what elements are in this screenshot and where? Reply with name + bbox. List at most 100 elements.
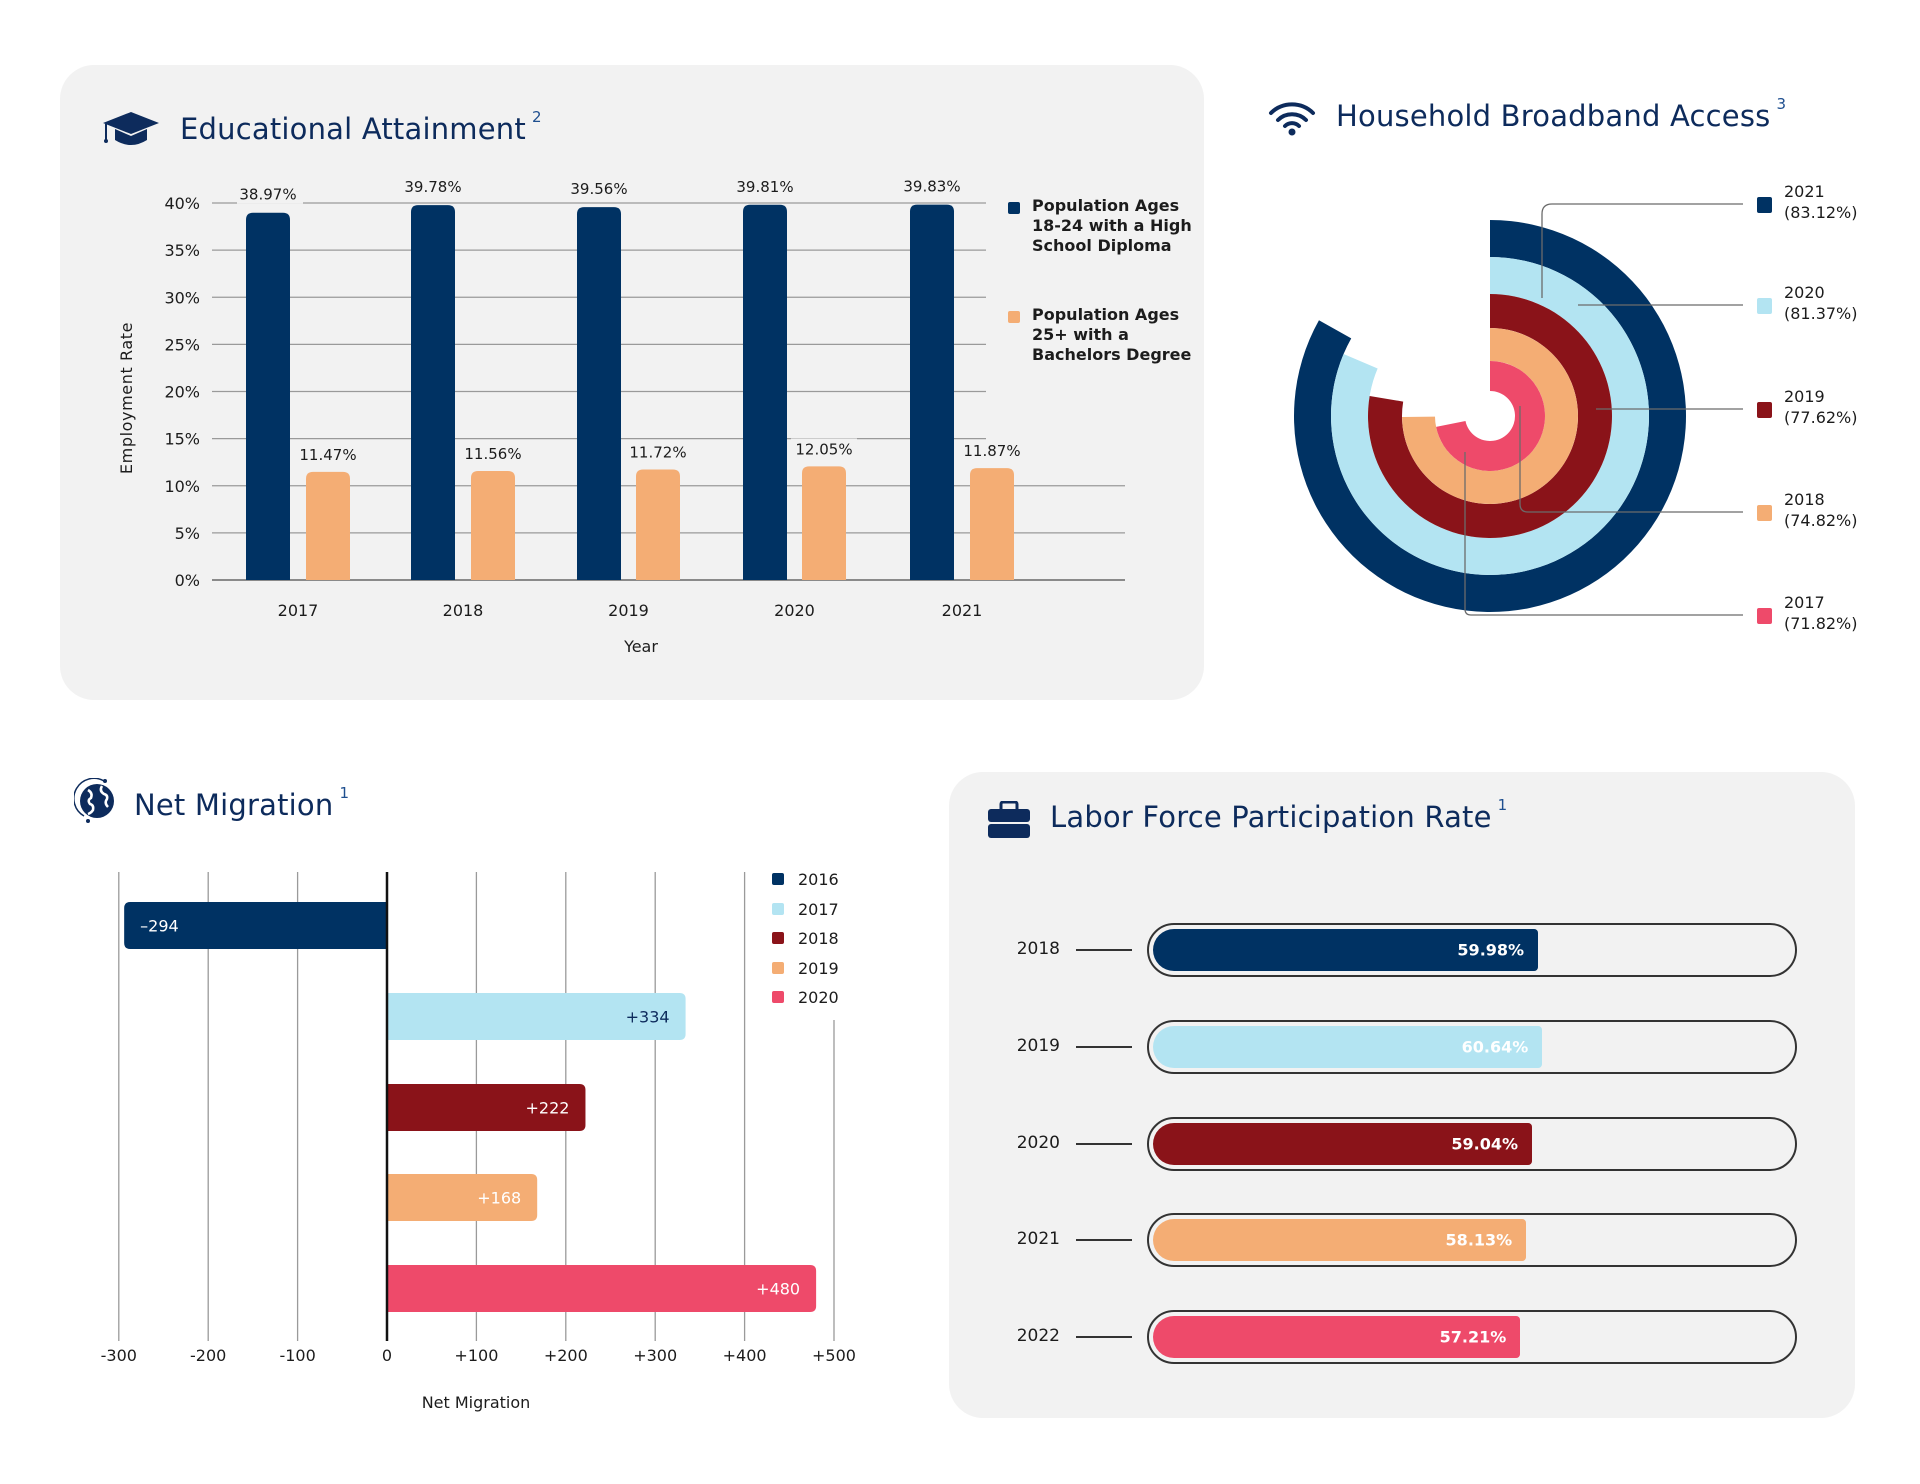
x-axis-title: Year [623,637,658,656]
legend-value: (74.82%) [1784,511,1858,530]
data-label: 12.05% [795,440,852,458]
y-tick-label: 40% [164,194,200,213]
legend-label: 2020 [798,988,839,1007]
broadband-title-text: Household Broadband Access [1336,99,1771,133]
broadband-title: Household Broadband Access 3 [1336,95,1786,133]
connector-line [1519,406,1743,513]
migration-bar-2016 [124,902,387,949]
bar-bachelors [970,468,1014,580]
legend-swatch-2021 [1757,197,1772,213]
legend-year: 2021 [1784,182,1825,201]
data-label-bg [295,443,361,464]
data-label: 11.47% [299,446,356,464]
x-tick-label: +400 [723,1346,767,1365]
bar-hs [743,204,787,580]
radial-arc-2018 [1402,328,1578,505]
labor-progress-fill-2022: 57.21% [1153,1316,1521,1358]
migration-chart: –294 +334 +222 +168 +480 -300 -200 -100 0 +100 +20… [101,870,856,1412]
migration-bar-2020 [387,1265,817,1312]
legend-label: 2019 [798,959,839,978]
data-label-bg [568,178,634,199]
bar-value-label: +168 [477,1189,521,1208]
labor-leader-line [1076,949,1132,951]
education-footnote: 2 [531,108,542,126]
legend-swatch-2018 [1757,505,1772,521]
data-label-bg [959,440,1025,461]
labor-progress-track: 58.13% [1147,1213,1797,1267]
labor-leader-line [1076,1239,1132,1241]
bar-bachelors [802,466,846,580]
globe-icon [74,778,114,823]
bar-value-label: +480 [756,1280,800,1299]
labor-year-label: 2020 [1016,1133,1060,1153]
legend-year: 2020 [1784,283,1825,302]
x-tick-label: 2020 [774,601,815,620]
data-label-bg [460,443,526,464]
labor-value-label: 60.64% [1461,1037,1529,1057]
labor-year-label: 2019 [1016,1036,1060,1056]
data-label: 11.87% [963,442,1020,460]
labor-progress-track: 59.98% [1147,923,1797,977]
labor-progress-track: 57.21% [1147,1310,1797,1364]
data-label: 39.56% [570,180,627,198]
labor-leader-line [1076,1046,1132,1048]
migration-bar-2018 [387,1084,586,1131]
bar-hs [577,207,621,580]
legend-year: 2019 [1784,387,1825,406]
labor-progress-fill-2020: 59.04% [1153,1123,1533,1165]
connector-line [1541,203,1743,298]
y-tick-label: 35% [164,241,200,260]
x-tick-label: 2021 [942,601,983,620]
x-tick-label: 2017 [278,601,319,620]
wifi-icon [1269,102,1315,136]
legend-year: 2017 [1784,593,1825,612]
legend-label: 2018 [798,929,839,948]
bar-value-label: +222 [526,1099,570,1118]
legend-swatch-2016 [772,873,784,885]
labor-footnote: 1 [1497,796,1508,814]
broadband-chart: 2021 (83.12%) 2020 (81.37%) 2019 (77.62%) 2018… [1294,182,1858,633]
legend-label: 2016 [798,870,839,889]
labor-year-label: 2018 [1016,939,1060,959]
bar-value-label: +334 [626,1008,670,1027]
y-tick-label: 20% [164,383,200,402]
x-tick-label: +500 [812,1346,856,1365]
y-tick-label: 30% [164,288,200,307]
legend-swatch-2019 [772,962,784,974]
labor-title: Labor Force Participation Rate 1 [1050,796,1507,834]
legend-year: 2018 [1784,490,1825,509]
migration-bar-2019 [387,1174,538,1221]
legend-swatch-2017 [772,903,784,915]
labor-value-label: 59.98% [1457,940,1525,960]
labor-value-label: 57.21% [1439,1327,1507,1347]
data-label-bg [791,438,857,459]
x-tick-label: +200 [544,1346,588,1365]
connector-line [1464,452,1743,616]
data-label-bg [237,183,303,204]
legend-label: 2017 [798,900,839,919]
data-label-bg [402,176,468,197]
legend-swatch-bachelors [1008,311,1020,323]
y-tick-label: 25% [164,335,200,354]
graduation-cap-icon [103,112,159,145]
legend-swatch-2020 [1757,298,1772,314]
data-label: 39.83% [903,178,960,196]
migration-bar-2017 [387,993,686,1040]
labor-progress-fill-2019: 60.64% [1153,1026,1543,1068]
bar-bachelors [471,471,515,580]
legend-value: (77.62%) [1784,408,1858,427]
x-tick-label: 0 [382,1346,392,1365]
y-tick-label: 0% [175,571,200,590]
labor-leader-line [1076,1336,1132,1338]
labor-value-label: 59.04% [1451,1134,1519,1154]
data-label: 39.81% [736,178,793,196]
x-axis-title: Net Migration [422,1393,531,1412]
x-tick-label: 2019 [608,601,649,620]
legend-label-hs: Population Ages 18-24 with a High School… [1032,196,1192,255]
data-label: 39.78% [404,178,461,196]
briefcase-icon [988,801,1030,838]
labor-value-label: 58.13% [1445,1230,1513,1250]
x-tick-label: -300 [101,1346,137,1365]
labor-progress-track: 60.64% [1147,1020,1797,1074]
y-axis-title: Employment Rate [117,322,136,474]
